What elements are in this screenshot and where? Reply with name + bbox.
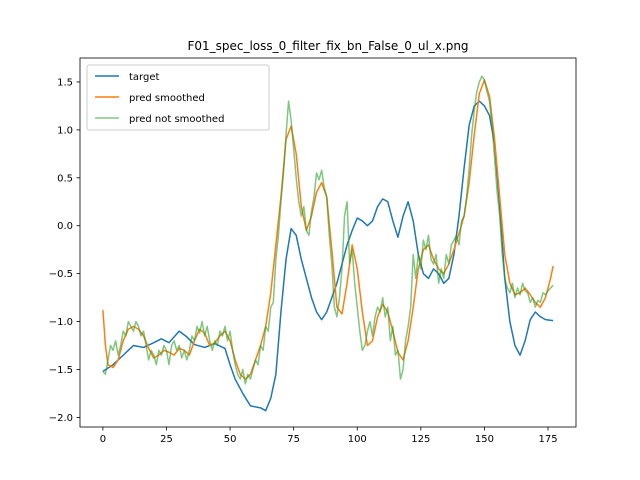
x-tick-label: 50 [224,434,237,445]
legend-label: pred not smoothed [129,114,224,125]
series-line-1 [102,100,554,412]
x-tick-label: 75 [287,434,300,445]
series-layer [102,75,554,412]
legend-label: target [129,72,159,83]
y-tick-label: 0.5 [57,173,73,184]
y-tick-label: −1.0 [49,317,73,328]
y-tick-label: 0.0 [57,221,73,232]
axes-frame [79,57,577,428]
legend: target pred smoothed pred not smoothed [86,64,270,131]
series-line-3 [102,75,554,385]
y-tick-label: −2.0 [49,413,73,424]
x-tick-label: 175 [538,434,557,445]
legend-label: pred smoothed [129,93,205,104]
y-tick-label: −0.5 [49,269,73,280]
y-tick-label: 1.0 [57,125,73,136]
x-tick-label: 150 [475,434,494,445]
legend-box [86,64,270,131]
x-tick-label: 125 [411,434,430,445]
y-tick-label: −1.5 [49,365,73,376]
x-tick-label: 25 [160,434,173,445]
axes-layer: 0 25 50 75 100 125 150 175 −2.0 −1.5 −1.0 −0.5 0.0 0.… [49,57,577,445]
x-tick-label: 100 [348,434,367,445]
y-tick-label: 1.5 [57,77,73,88]
chart-title: F01_spec_loss_0_filter_fix_bn_False_0_ul… [187,39,468,53]
x-tick-label: 0 [100,434,106,445]
